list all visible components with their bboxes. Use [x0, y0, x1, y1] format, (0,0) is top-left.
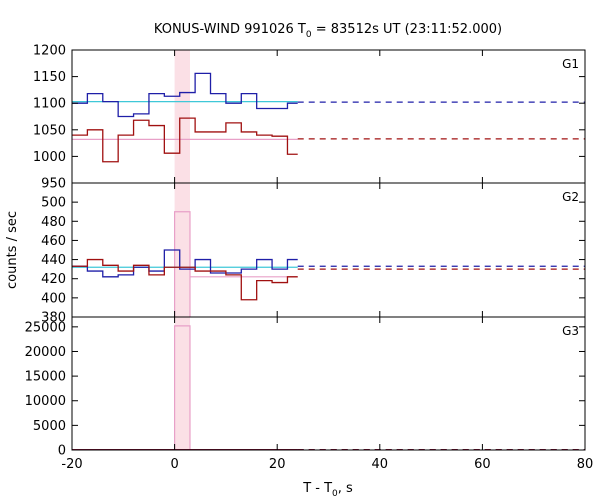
chart-title-suffix: = 83512s UT (23:11:52.000): [312, 22, 502, 37]
y-tick-label: 400: [41, 291, 66, 306]
series-step-red: [72, 258, 298, 301]
y-tick-label: 1050: [33, 123, 66, 138]
x-axis-label-suffix: , s: [338, 481, 353, 496]
y-tick-label: 5000: [33, 419, 66, 434]
y-tick-label: 480: [41, 215, 66, 230]
y-tick-label: 15000: [25, 370, 66, 385]
x-tick-label: 60: [474, 457, 491, 472]
y-tick-label: 1200: [33, 44, 66, 59]
x-axis-tick-labels: -20 0 20 40 60 80: [61, 457, 593, 472]
panel-frame: [71, 316, 586, 451]
panel-frame: [71, 182, 586, 318]
chart-panels: 95010001050110011501200G1380400420440460…: [25, 44, 594, 473]
burst-interval-shade: [174, 317, 190, 450]
x-axis-label: T - T0, s: [302, 481, 353, 499]
x-tick-label: 20: [269, 457, 286, 472]
chart-title-subscript: 0: [306, 30, 312, 40]
y-tick-label: 10000: [25, 394, 66, 409]
burst-bar: [174, 325, 191, 450]
panel-name-label: G2: [562, 190, 579, 204]
x-tick-label: 40: [372, 457, 389, 472]
series-step-blue: [72, 249, 298, 278]
y-tick-label: 20000: [25, 345, 66, 360]
y-tick-label: 380: [41, 311, 66, 326]
y-tick-label: 460: [41, 234, 66, 249]
panel-g1: 950 1000 1050 1100 1150 1200 G1: [33, 44, 586, 192]
series-step-red: [72, 117, 298, 163]
panel-name-label: G3: [562, 324, 579, 338]
burst-interval-shade: [174, 183, 190, 317]
y-tick-label: 420: [41, 272, 66, 287]
panel-frame: [71, 49, 586, 184]
x-tick-label: 80: [577, 457, 594, 472]
x-tick-label: -20: [61, 457, 82, 472]
x-axis-label-prefix: T - T: [302, 481, 332, 496]
panel-g3: 0 5000 10000 15000 20000 25000 G3: [25, 316, 586, 459]
x-axis-label-subscript: 0: [332, 489, 338, 499]
series-step-blue: [72, 72, 298, 118]
y-tick-label: 25000: [25, 320, 66, 335]
panel-g2: 380 400 420 440 460 480 500 G2: [41, 182, 586, 326]
x-tick-label: 0: [170, 457, 178, 472]
y-tick-label: 1100: [33, 97, 66, 112]
chart-title: KONUS-WIND 991026 T0 = 83512s UT (23:11:…: [154, 22, 502, 40]
y-tick-label: 1150: [33, 70, 66, 85]
y-tick-label: 1000: [33, 150, 66, 165]
burst-bar: [174, 211, 191, 317]
burst-interval-shade: [174, 50, 190, 183]
y-tick-label: 0: [58, 444, 66, 459]
y-axis-label: counts / sec: [5, 211, 20, 289]
y-tick-label: 500: [41, 196, 66, 211]
panel-name-label: G1: [562, 57, 579, 71]
chart-title-prefix: KONUS-WIND 991026 T: [154, 22, 306, 37]
y-tick-label: 440: [41, 253, 66, 268]
y-tick-label: 950: [41, 177, 66, 192]
